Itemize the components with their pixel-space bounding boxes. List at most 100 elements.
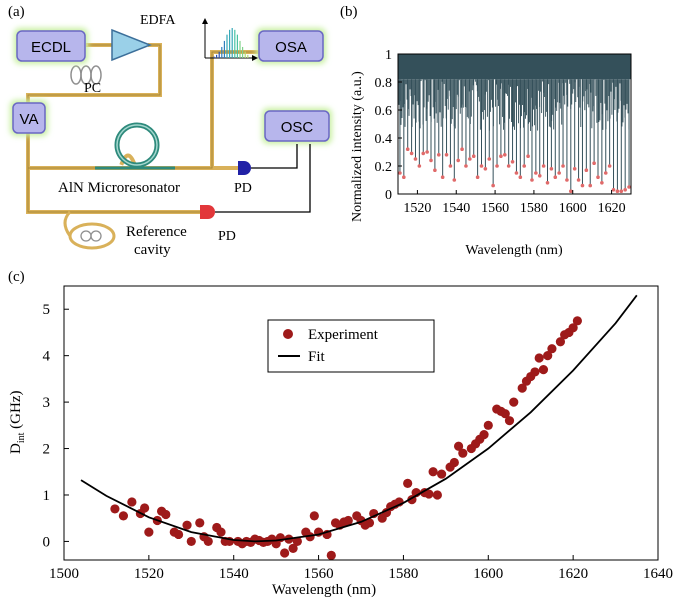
panel-b-dip-marker	[584, 168, 589, 172]
panel-b-dip-marker	[611, 188, 616, 192]
panel-c-series-group	[80, 294, 638, 560]
panel-b-dip-marker	[522, 164, 527, 168]
experiment-point	[403, 478, 413, 488]
panel-b-dip-marker	[545, 181, 550, 185]
reference-label-line2: cavity	[134, 242, 171, 258]
panel-a-schematic: (a)	[8, 4, 332, 258]
experiment-point	[326, 550, 336, 560]
panel-b-dip-marker	[479, 164, 484, 168]
panel-c-xtick-label: 1540	[219, 566, 249, 582]
experiment-point	[449, 457, 459, 468]
panel-c-frame	[63, 285, 659, 561]
experiment-point	[509, 397, 519, 407]
panel-b-ylabel: Normalized intensity (a.u.)	[350, 71, 365, 222]
osa-box: OSA	[256, 28, 326, 64]
panel-c-ytick-label: 1	[43, 488, 51, 504]
panel-b-dip-marker	[506, 164, 511, 168]
experiment-point	[195, 518, 205, 528]
panel-c-ytick-label: 2	[43, 442, 51, 458]
panel-b-dip-marker	[607, 164, 612, 168]
panel-b-xtick-label: 1560	[481, 201, 509, 216]
pc-loops	[70, 65, 102, 85]
panel-b-dip-marker	[460, 147, 464, 151]
panel-b-dip-marker	[495, 164, 499, 168]
panel-b-dip-marker	[413, 157, 418, 161]
panel-b-dip-marker	[603, 171, 608, 175]
osa-label: OSA	[275, 39, 307, 56]
panel-b-xtick-label: 1600	[559, 201, 587, 216]
experiment-point	[110, 504, 120, 514]
panel-b-ytick-label: 0.6	[375, 104, 393, 119]
panel-b-trace-band	[398, 54, 631, 80]
experiment-point	[288, 543, 298, 553]
panel-b-dip-marker	[499, 154, 503, 158]
panel-b-ytick-label: 0	[385, 188, 392, 203]
panel-b-dip-marker	[619, 189, 624, 193]
panel-b-dip-marker	[592, 161, 596, 165]
spectrum-icon	[202, 18, 258, 61]
experiment-point	[500, 409, 510, 419]
panel-b-dip-marker	[561, 164, 565, 168]
panel-b-dip-marker	[596, 175, 600, 179]
experiment-point	[547, 344, 557, 354]
panel-c-xtick-label: 1640	[643, 566, 673, 582]
panel-b-ytick-label: 0.4	[375, 132, 393, 147]
panel-b-dip-marker	[475, 175, 480, 179]
panel-b-ytick-label: 0.2	[375, 160, 393, 175]
panel-b-ytick-label: 0.8	[375, 76, 393, 91]
experiment-point	[182, 520, 192, 530]
edfa-amplifier: EDFA	[111, 13, 176, 62]
panel-b-dip-marker	[510, 160, 515, 164]
ecdl-box: ECDL	[14, 28, 88, 64]
pd-lower-label: PD	[218, 229, 236, 244]
experiment-point	[364, 518, 375, 528]
experiment-point	[555, 337, 566, 347]
experiment-point	[534, 353, 544, 363]
panel-c-xtick-label: 1520	[134, 566, 164, 582]
legend-fit-label: Fit	[308, 349, 326, 365]
panel-b-dip-marker	[448, 164, 453, 168]
panel-c-xtick-label: 1600	[473, 566, 503, 582]
panel-b-dip-marker	[405, 147, 410, 151]
panel-b-dip-marker	[456, 158, 460, 163]
panel-b-dip-marker	[565, 178, 569, 182]
panel-b-dip-marker	[549, 167, 554, 171]
pd-upper	[238, 161, 251, 175]
experiment-point	[572, 316, 582, 326]
panel-b-dip-marker	[452, 178, 457, 182]
electrical-lines	[215, 144, 311, 213]
experiment-point	[292, 536, 302, 547]
experiment-point	[343, 515, 353, 526]
panel-b-dip-marker	[433, 168, 437, 172]
panel-b-label: (b)	[340, 4, 358, 20]
experiment-point	[144, 527, 154, 537]
experiment-point	[530, 367, 540, 377]
panel-b-dip-marker	[440, 175, 445, 179]
panel-c-xtick-label: 1620	[558, 566, 588, 582]
legend-experiment-marker	[283, 329, 293, 339]
panel-c-legend: Experiment Fit	[267, 319, 435, 373]
va-label: VA	[20, 111, 39, 128]
experiment-point	[428, 467, 438, 477]
panel-b-xlabel: Wavelength (nm)	[465, 243, 563, 258]
experiment-point	[483, 420, 493, 430]
panel-b-dip-marker	[600, 181, 604, 185]
panel-b-spectrum: (b) 1520 1540 1560 1580 1600 1620 0 0.2 0.4 0.6 0.…	[340, 4, 632, 258]
panel-b-dip-marker	[572, 167, 577, 171]
experiment-point	[127, 497, 137, 507]
panel-b-dip-marker	[576, 178, 581, 182]
panel-b-dip-marker	[402, 175, 406, 179]
panel-b-dip-marker	[471, 154, 476, 158]
panel-b-dip-marker	[421, 151, 426, 156]
experiment-point	[203, 536, 213, 547]
experiment-point	[504, 416, 515, 426]
edfa-label: EDFA	[140, 13, 176, 28]
panel-c-ylabel: Dint (GHz)	[8, 391, 27, 454]
panel-b-dip-marker	[569, 189, 573, 193]
experiment-point	[140, 503, 150, 513]
panel-c-xtick-label: 1580	[388, 566, 418, 582]
panel-b-dip-marker	[514, 171, 519, 175]
va-box: VA	[10, 100, 48, 136]
experiment-point	[458, 448, 468, 458]
